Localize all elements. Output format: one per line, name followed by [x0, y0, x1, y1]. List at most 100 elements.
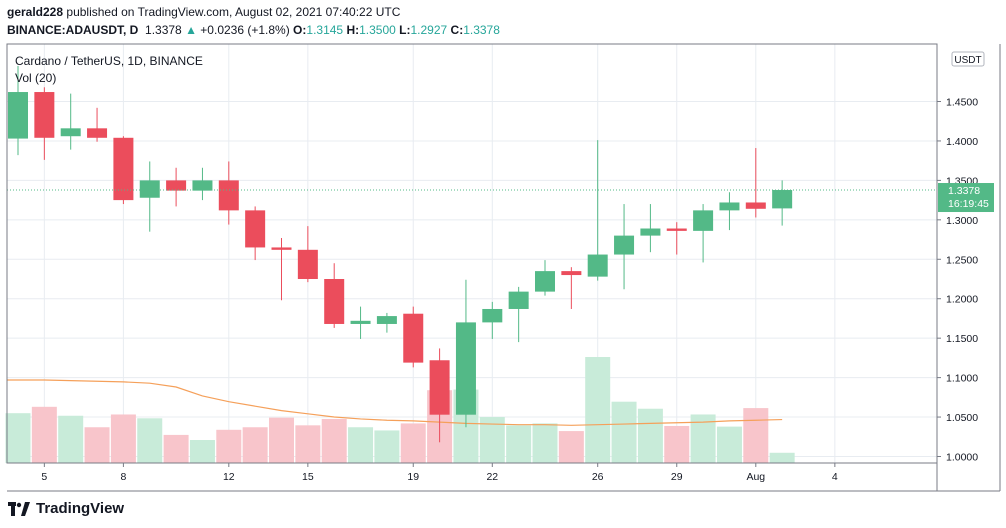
volume-bar	[163, 434, 189, 463]
candle[interactable]	[34, 87, 55, 160]
volume-bar	[295, 425, 321, 463]
legend-volume: Vol (20)	[15, 71, 56, 85]
candle-body	[455, 322, 476, 415]
chart-frame	[6, 43, 1001, 492]
tradingview-logo-icon	[8, 501, 30, 516]
candle-body	[772, 190, 793, 209]
candle[interactable]	[324, 263, 345, 328]
countdown-timer: 16:19:45	[948, 198, 989, 210]
candle-body	[640, 228, 661, 236]
price-axis[interactable]: 1.0000 1.0500 1.1000 1.1500 1.2000 1.2500 1.30…	[937, 97, 978, 464]
volume-bar	[348, 427, 374, 463]
candle-body	[34, 92, 55, 138]
candle-body	[8, 92, 28, 139]
volume-bar	[585, 357, 611, 463]
candle-body	[403, 313, 424, 363]
candle-body	[113, 137, 134, 201]
candle[interactable]	[455, 279, 476, 428]
candle-body	[376, 316, 397, 324]
low-value: 1.2927	[410, 23, 448, 37]
y-tick-label: 1.2500	[946, 254, 978, 266]
volume-bar	[31, 406, 57, 463]
change-arrow-icon: ▲	[185, 23, 197, 37]
candle[interactable]	[403, 306, 424, 368]
high-label: H:	[346, 23, 360, 37]
tradingview-logo[interactable]: TradingView	[8, 500, 124, 517]
volume-bar	[558, 431, 584, 463]
x-tick-label: 15	[302, 471, 314, 483]
candle[interactable]	[350, 306, 371, 339]
candle[interactable]	[113, 136, 134, 205]
volume-bar	[137, 418, 163, 463]
candle[interactable]	[192, 167, 213, 201]
x-tick-label: 12	[223, 471, 235, 483]
volume-bar	[321, 418, 347, 463]
x-tick-label: 19	[407, 471, 419, 483]
volume-bar	[216, 429, 242, 463]
candle[interactable]	[535, 260, 555, 296]
candle[interactable]	[482, 301, 503, 339]
y-tick-label: 1.4500	[946, 97, 978, 109]
y-tick-label: 1.1500	[946, 333, 978, 345]
volume-ma	[7, 379, 783, 426]
price-chart[interactable]: 1.0000 1.0500 1.1000 1.1500 1.2000 1.2500 1.30…	[0, 0, 1006, 500]
candle[interactable]	[587, 140, 608, 281]
candle-body	[87, 128, 108, 138]
candle[interactable]	[693, 204, 714, 263]
candle-body	[350, 320, 371, 324]
candle[interactable]	[561, 267, 582, 309]
open-label: O:	[293, 23, 307, 37]
candle-body	[245, 210, 266, 248]
volume-bar	[189, 440, 215, 463]
high-value: 1.3500	[359, 23, 396, 37]
candle[interactable]	[297, 226, 318, 283]
candle[interactable]	[614, 204, 635, 290]
candle-body	[192, 180, 213, 191]
candles[interactable]	[8, 66, 793, 443]
last-price: 1.3378	[145, 23, 182, 37]
currency-label: USDT	[954, 55, 981, 66]
last-price-tag-value: 1.3378	[948, 185, 980, 197]
candle[interactable]	[8, 66, 28, 156]
candle[interactable]	[60, 93, 81, 150]
volume-bar	[110, 414, 136, 463]
close-label: C:	[450, 23, 464, 37]
candle-body	[139, 180, 160, 198]
candle[interactable]	[166, 167, 187, 207]
candle[interactable]	[139, 161, 160, 232]
legend-title: Cardano / TetherUS, 1D, BINANCE	[15, 54, 203, 68]
x-tick-label: 22	[486, 471, 498, 483]
tradingview-brand: TradingView	[36, 500, 125, 517]
candle[interactable]	[666, 222, 687, 255]
candle[interactable]	[245, 206, 266, 261]
volume-bar	[374, 430, 400, 463]
candle[interactable]	[87, 107, 108, 142]
candle[interactable]	[719, 192, 740, 231]
candle-body	[693, 210, 714, 231]
close-value: 1.3378	[463, 23, 500, 37]
grid-lines	[7, 44, 937, 463]
author-name[interactable]: gerald228	[7, 5, 64, 19]
candle[interactable]	[640, 204, 661, 253]
candle-body	[535, 271, 555, 292]
candle-body	[429, 360, 450, 415]
candle-body	[561, 271, 582, 276]
time-axis[interactable]: 5 8 12 15 19 22 26 29 Aug 4	[41, 463, 838, 483]
published-text: published on TradingView.com, August 02,…	[66, 5, 401, 19]
candle-body	[297, 249, 318, 279]
candle[interactable]	[745, 148, 766, 218]
candle[interactable]	[271, 237, 292, 301]
candle[interactable]	[218, 161, 239, 225]
x-tick-label: 8	[120, 471, 126, 483]
last-price-tag: 1.3378 16:19:45	[938, 183, 994, 213]
candle-body	[508, 291, 529, 309]
candle-body	[614, 235, 635, 255]
candle[interactable]	[429, 348, 450, 443]
x-tick-label: 26	[592, 471, 604, 483]
currency-badge[interactable]: USDT	[951, 51, 985, 67]
candle-body	[218, 180, 239, 211]
candle[interactable]	[376, 312, 397, 333]
candle[interactable]	[508, 286, 529, 343]
candle[interactable]	[772, 180, 793, 226]
volume-bar	[743, 408, 769, 463]
